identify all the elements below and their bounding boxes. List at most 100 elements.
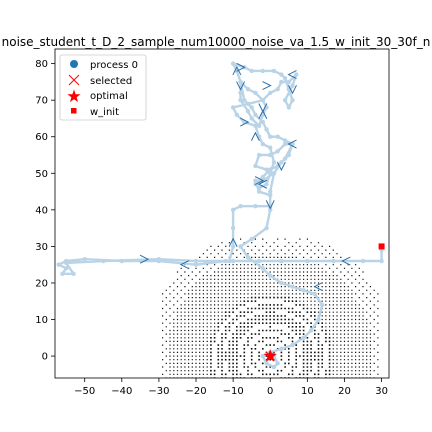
trajectory-point bbox=[64, 261, 68, 265]
trajectory-point bbox=[279, 160, 283, 164]
x-axis: −50 −40 −30 −20 −10 0 10 20 30 bbox=[74, 378, 388, 397]
x-tick-label: 20 bbox=[338, 386, 351, 397]
trajectory-point bbox=[238, 204, 242, 208]
trajectory-point bbox=[361, 259, 365, 263]
trajectory-point bbox=[253, 91, 257, 95]
trajectory-point bbox=[268, 273, 272, 277]
x-tick-label: −50 bbox=[74, 386, 95, 397]
trajectory-arrows bbox=[140, 63, 350, 290]
trajectory-point bbox=[249, 116, 253, 120]
trajectory-point bbox=[294, 72, 298, 76]
trajectory-point bbox=[261, 69, 265, 73]
trajectory-point bbox=[253, 204, 257, 208]
trajectory-point bbox=[264, 226, 268, 230]
trajectory-point bbox=[279, 80, 283, 84]
legend: process 0 selected optimal w_init bbox=[60, 55, 146, 120]
trajectory-point bbox=[283, 156, 287, 160]
trajectory-point bbox=[272, 171, 276, 175]
trajectory-point bbox=[313, 292, 317, 296]
y-tick-label: 0 bbox=[42, 352, 48, 363]
trajectory-point bbox=[261, 120, 265, 124]
trajectory-point bbox=[287, 80, 291, 84]
trajectory-point bbox=[272, 160, 276, 164]
trajectory-point bbox=[290, 98, 294, 102]
trajectory-point bbox=[268, 91, 272, 95]
trajectory-point bbox=[261, 354, 265, 358]
trajectory-point bbox=[238, 80, 242, 84]
trajectory-point bbox=[290, 343, 294, 347]
trajectory-point bbox=[253, 113, 257, 117]
x-tick-label: −20 bbox=[185, 386, 206, 397]
w-init-marker bbox=[379, 243, 385, 249]
trajectory-point bbox=[279, 72, 283, 76]
trajectory-point bbox=[231, 105, 235, 109]
y-tick-label: 60 bbox=[35, 132, 48, 143]
trajectory-point bbox=[257, 186, 261, 190]
trajectory-point bbox=[101, 259, 105, 263]
y-tick-label: 40 bbox=[35, 205, 48, 216]
trajectory-point bbox=[261, 266, 265, 270]
trajectory-point bbox=[246, 102, 250, 106]
trajectory-point bbox=[320, 303, 324, 307]
trajectory-point bbox=[275, 87, 279, 91]
trajectory-point bbox=[231, 61, 235, 65]
trajectory-point bbox=[287, 153, 291, 157]
trajectory-point bbox=[231, 208, 235, 212]
direction-arrow bbox=[263, 82, 271, 90]
trajectory-point bbox=[279, 259, 283, 263]
trajectory-point bbox=[238, 244, 242, 248]
trajectory-point bbox=[272, 365, 276, 369]
trajectory-point bbox=[268, 135, 272, 139]
trajectory-point bbox=[257, 153, 261, 157]
trajectory-point bbox=[261, 175, 265, 179]
legend-label-optimal: optimal bbox=[90, 91, 128, 102]
legend-marker-process bbox=[70, 60, 78, 68]
y-tick-label: 80 bbox=[35, 59, 48, 70]
legend-label-w-init: w_init bbox=[90, 107, 119, 118]
trajectory-point bbox=[301, 288, 305, 292]
trajectory-point bbox=[305, 259, 309, 263]
trajectory-point bbox=[275, 135, 279, 139]
trajectory-point bbox=[157, 257, 161, 261]
trajectory-point bbox=[246, 87, 250, 91]
trajectory-point bbox=[246, 109, 250, 113]
trajectory-point bbox=[275, 149, 279, 153]
trajectory-point bbox=[287, 105, 291, 109]
trajectory-point bbox=[261, 98, 265, 102]
trajectory-point bbox=[261, 142, 265, 146]
trajectory-point bbox=[227, 259, 231, 263]
legend-marker-w-init bbox=[71, 108, 77, 114]
trajectory-point bbox=[231, 244, 235, 248]
trajectory-point bbox=[331, 259, 335, 263]
trajectory-point bbox=[316, 317, 320, 321]
trajectory-point bbox=[279, 347, 283, 351]
trajectory-point bbox=[231, 226, 235, 230]
trajectory-point bbox=[309, 328, 313, 332]
trajectory-point bbox=[120, 259, 124, 263]
y-axis: 01020304050607080 bbox=[35, 59, 55, 362]
trajectory-point bbox=[279, 281, 283, 285]
trajectory-point bbox=[290, 284, 294, 288]
trajectory-point bbox=[264, 361, 268, 365]
x-tick-label: −30 bbox=[148, 386, 169, 397]
trajectory-point bbox=[268, 146, 272, 150]
x-tick-label: −40 bbox=[111, 386, 132, 397]
trajectory-point bbox=[264, 127, 268, 131]
trajectory-point bbox=[246, 255, 250, 259]
trajectory-point bbox=[301, 336, 305, 340]
chart-title: noise_student_t_D_2_sample_num10000_nois… bbox=[2, 35, 431, 49]
trajectory-point bbox=[272, 69, 276, 73]
trajectory-point bbox=[64, 266, 68, 270]
trajectory-point bbox=[257, 259, 261, 263]
trajectory-point bbox=[57, 262, 61, 266]
trajectory-point bbox=[379, 259, 383, 263]
legend-label-selected: selected bbox=[90, 76, 132, 87]
trajectory-point bbox=[235, 113, 239, 117]
trajectory-point bbox=[71, 272, 75, 276]
trajectory-point bbox=[82, 257, 86, 261]
trajectory-point bbox=[283, 98, 287, 102]
y-tick-label: 10 bbox=[35, 315, 48, 326]
y-tick-label: 70 bbox=[35, 96, 48, 107]
trajectory-point bbox=[253, 164, 257, 168]
